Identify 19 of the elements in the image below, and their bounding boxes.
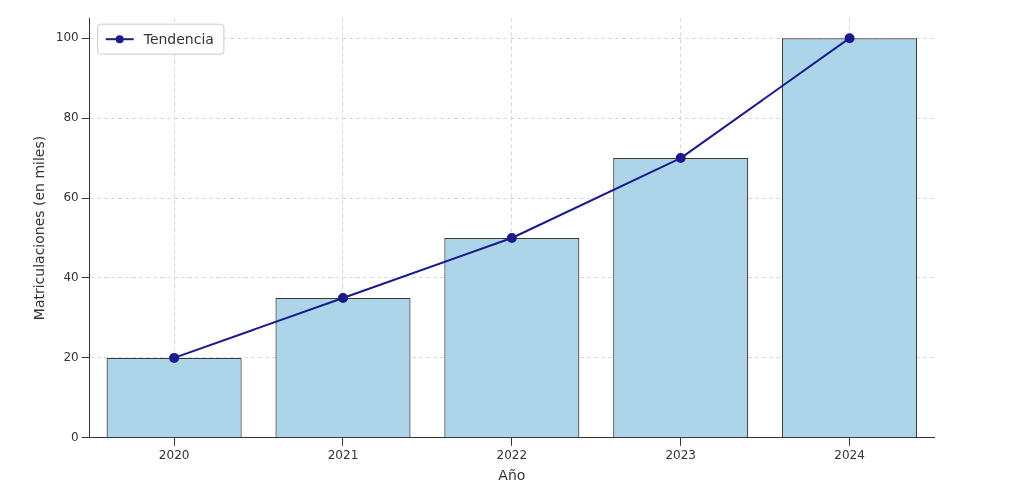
x-tick-label: 2022 [496, 448, 528, 463]
y-axis-title: Matriculaciones (en miles) [31, 135, 48, 321]
y-tick-label: 80 [63, 110, 79, 125]
x-axis-title: Año [498, 467, 526, 484]
x-tick-label: 2021 [327, 448, 359, 463]
point [337, 292, 348, 303]
y-tick-label: 60 [63, 190, 79, 205]
y-tick-label: 0 [71, 429, 79, 444]
point [844, 33, 855, 44]
point [675, 153, 686, 164]
x-tick-label: 2023 [665, 448, 696, 463]
x-tick-label: 2020 [158, 448, 190, 463]
point [169, 352, 180, 363]
y-tick-label: 100 [55, 30, 79, 45]
y-tick-label: 20 [63, 350, 79, 364]
point [506, 232, 517, 243]
x-tick-label: 2024 [834, 448, 865, 463]
legend-label: Tendencia [142, 30, 214, 47]
y-tick-label: 40 [63, 270, 79, 285]
